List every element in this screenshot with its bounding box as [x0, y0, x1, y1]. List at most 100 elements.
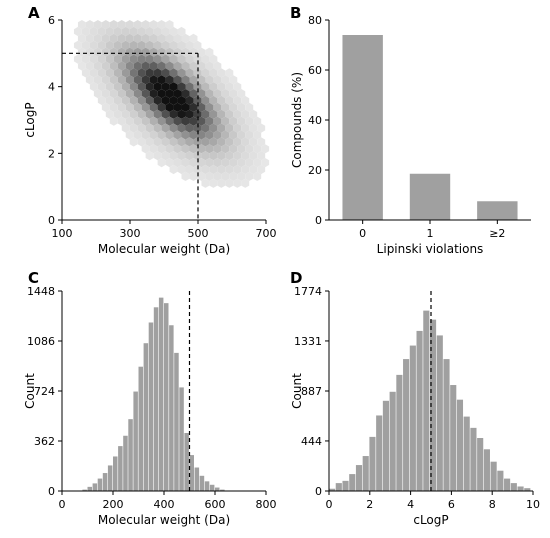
hexbin-cell — [185, 95, 194, 106]
panel-d-x-tick-label: 0 — [326, 498, 333, 511]
hexbin-cell — [205, 171, 214, 181]
hexbin-cell — [245, 144, 254, 154]
panel-c-hist-bar — [174, 352, 179, 491]
hexbin-cell — [209, 137, 218, 147]
hexbin-cell — [177, 68, 186, 78]
hexbin-cell — [161, 40, 170, 50]
hexbin-cell — [145, 123, 154, 133]
hexbin-cell — [253, 144, 262, 154]
hexbin-cell — [177, 95, 186, 106]
hexbin-cell — [129, 68, 138, 78]
panel-c-hist-bar — [215, 487, 220, 491]
panel-c-y-tick-label: 1086 — [27, 335, 55, 348]
hexbin-cell — [177, 26, 186, 37]
hexbin-cell — [145, 109, 154, 119]
hexbin-cell — [233, 137, 242, 147]
hexbin-cell — [133, 75, 142, 85]
hexbin-cell — [113, 82, 122, 92]
hexbin-cell — [201, 123, 210, 133]
hexbin-cell — [165, 47, 174, 57]
hexbin-cell — [197, 171, 206, 181]
hexbin-cell — [173, 144, 182, 154]
hexbin-cell — [169, 123, 178, 133]
hexbin-cell — [193, 151, 202, 161]
hexbin-cell — [233, 123, 242, 133]
panel-d-hist-bar — [403, 359, 410, 491]
hexbin-cell — [193, 54, 202, 64]
hexbin-cell — [241, 123, 250, 133]
hexbin-cell — [105, 109, 114, 119]
hexbin-cell — [125, 89, 134, 99]
panel-a-x-axis-label: Molecular weight (Da) — [98, 242, 230, 256]
panel-c-hist-bar — [153, 307, 159, 491]
panel-c-y-tick-label: 724 — [34, 385, 55, 398]
hexbin-cell — [177, 151, 186, 161]
hexbin-cell — [221, 144, 230, 154]
hexbin-cell — [97, 95, 106, 106]
hexbin-cell — [209, 164, 218, 175]
panel-d-hist-bar — [436, 335, 443, 491]
hexbin-cell — [217, 95, 226, 106]
hexbin-cell — [165, 144, 174, 154]
hexbin-cell — [149, 47, 158, 57]
hexbin-cell — [237, 144, 246, 154]
panel-d-hist-bar — [470, 427, 477, 491]
hexbin-cell — [213, 116, 222, 126]
hexbin-cell — [133, 116, 142, 126]
hexbin-cell — [177, 164, 186, 175]
hexbin-cell — [173, 158, 182, 168]
hexbin-cell — [177, 109, 186, 119]
panel-b: B 0 20 40 60 80 0 1 ≥2 Lipinski violations Compou… — [290, 4, 531, 256]
hexbin-cell — [145, 26, 154, 37]
hexbin-cell — [225, 123, 234, 133]
panel-c-hist-bar — [199, 475, 205, 491]
hexbin-cell — [153, 26, 162, 37]
panel-c-hist-bar — [204, 481, 210, 491]
hexbin-cell — [145, 40, 154, 50]
panel-c-x-tick-label: 600 — [205, 498, 226, 511]
hexbin-cell — [161, 137, 170, 147]
hexbin-cell — [89, 68, 98, 78]
hexbin-cell — [73, 26, 82, 37]
hexbin-cell — [213, 89, 222, 99]
hexbin-cell — [141, 116, 150, 126]
hexbin-cell — [173, 61, 182, 71]
hexbin-cell — [129, 54, 138, 64]
hexbin-cell — [225, 82, 234, 92]
panel-d: D 0 444 887 1331 1774 0 2 4 6 8 10 cLogP Count — [290, 269, 540, 527]
panel-b-x-tick-label: 0 — [359, 227, 366, 240]
hexbin-cell — [221, 158, 230, 168]
hexbin-cell — [185, 54, 194, 64]
hexbin-cell — [129, 95, 138, 106]
hexbin-cell — [133, 20, 142, 30]
hexbin-cell — [221, 102, 230, 112]
hexbin-cell — [93, 47, 102, 57]
hexbin-cell — [213, 130, 222, 140]
hexbin-cell — [165, 89, 174, 99]
bar-2 — [477, 201, 518, 220]
hexbin-cell — [209, 68, 218, 78]
hexbin-cell — [193, 82, 202, 92]
hexbin-cell — [137, 109, 146, 119]
panel-b-x-tick-label: ≥2 — [489, 227, 505, 240]
hexbin-cell — [93, 33, 102, 43]
hexbin-cell — [161, 82, 170, 92]
hexbin-cell — [133, 47, 142, 57]
hexbin-cell — [241, 151, 250, 161]
hexbin-cell — [245, 171, 254, 181]
hexbin-cell — [117, 61, 126, 71]
hexbin-cell — [169, 26, 178, 37]
hexbin-cell — [169, 82, 178, 92]
hexbin-cell — [233, 178, 242, 188]
hexbin-cell — [165, 61, 174, 71]
panel-c-x-tick-label: 0 — [59, 498, 66, 511]
hexbin-cell — [201, 137, 210, 147]
hexbin-cell — [257, 137, 266, 147]
hexbin-cell — [101, 102, 110, 112]
hexbin-cell — [209, 95, 218, 106]
panel-d-hist-bar — [517, 486, 524, 491]
hexbin-cell — [245, 130, 254, 140]
hexbin-cell — [105, 95, 114, 106]
hexbin-cell — [109, 116, 118, 126]
hexbin-cell — [137, 68, 146, 78]
